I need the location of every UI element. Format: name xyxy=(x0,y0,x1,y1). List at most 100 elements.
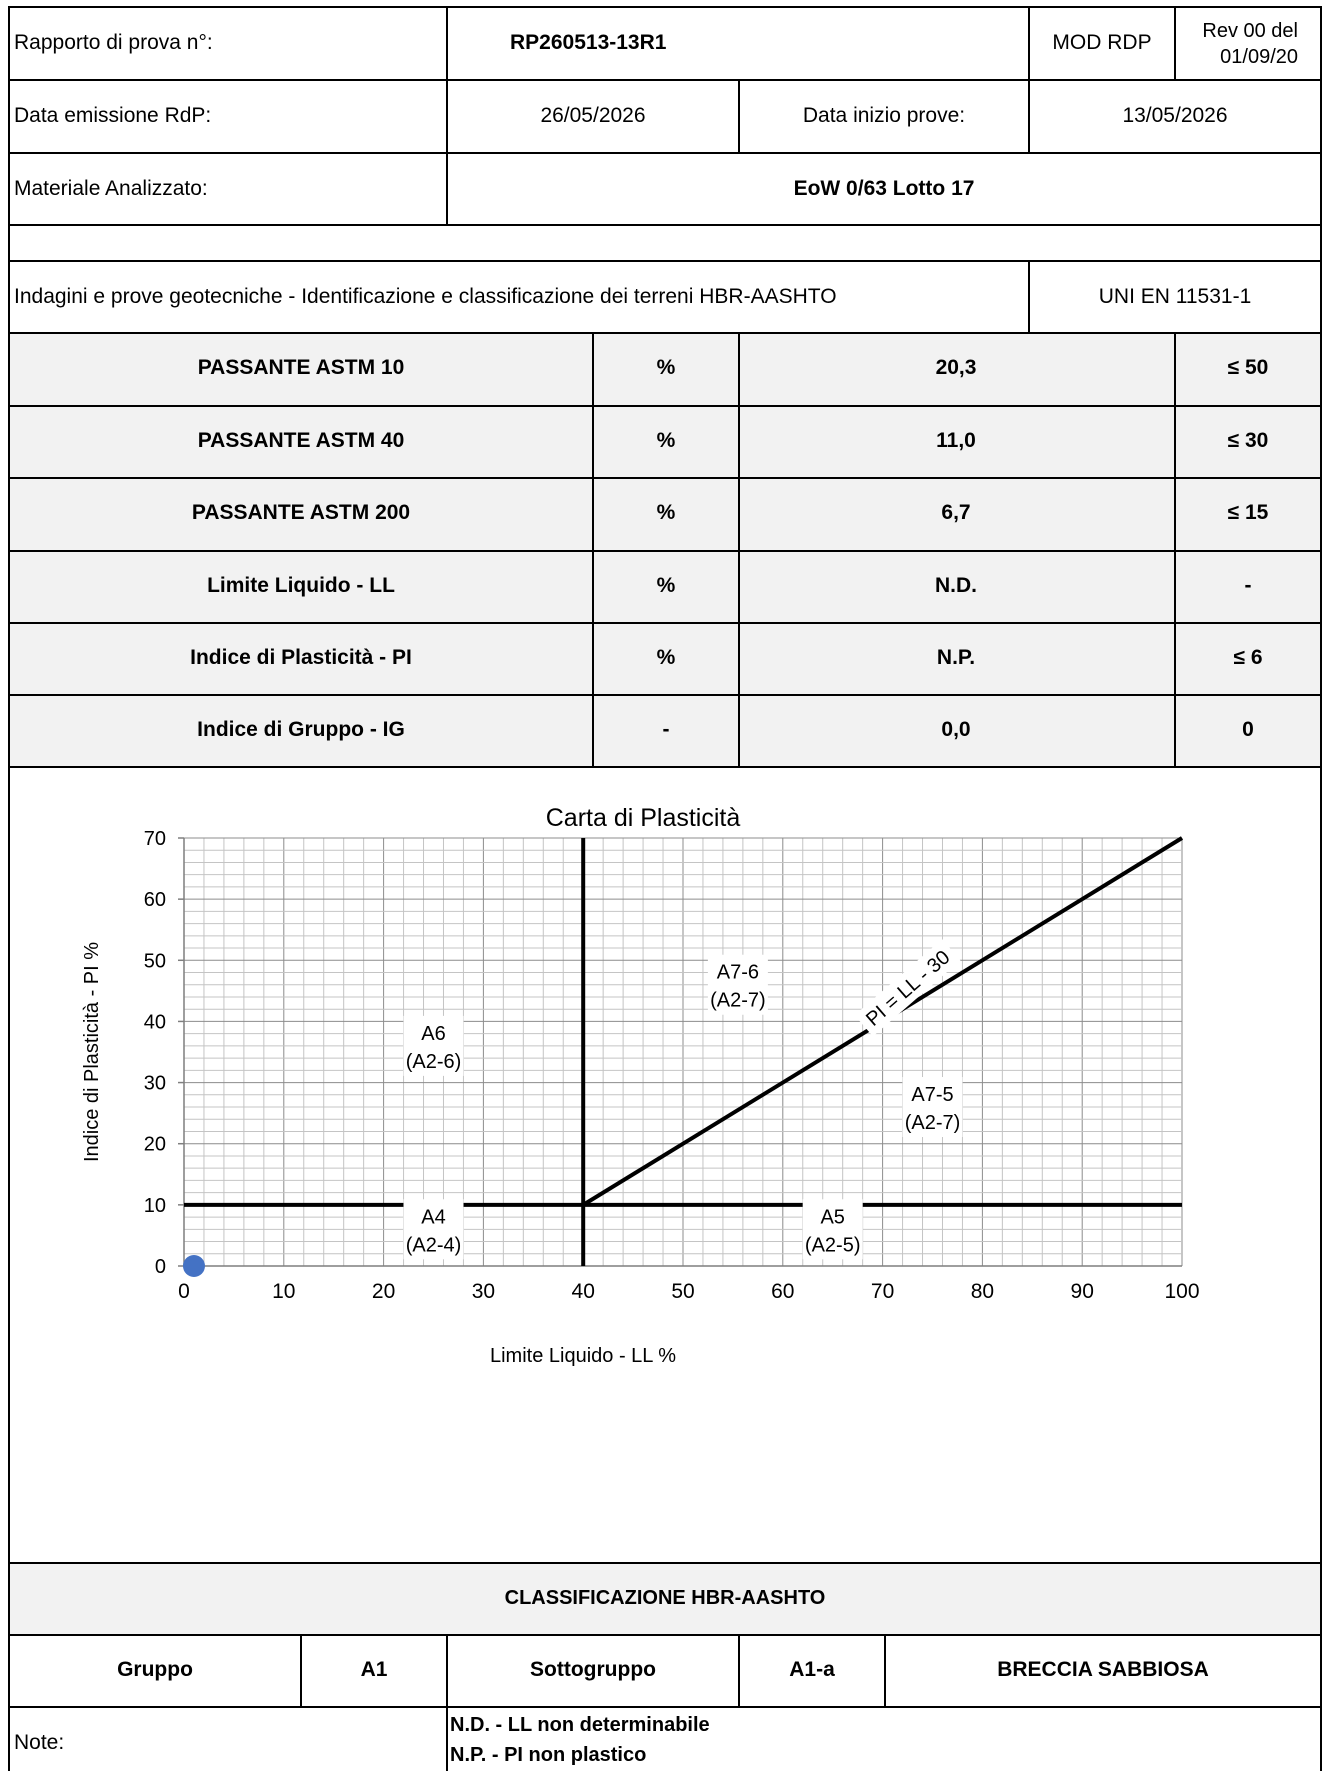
zone-label-bg xyxy=(802,1199,863,1260)
zone-label: A5 xyxy=(820,1206,844,1228)
result-unit: % xyxy=(656,356,676,380)
x-tick-label: 60 xyxy=(771,1280,794,1303)
result-parameter: PASSANTE ASTM 200 xyxy=(191,501,411,525)
table-border xyxy=(8,477,1322,479)
material-name: EoW 0/63 Lotto 17 xyxy=(793,176,975,200)
table-border xyxy=(8,6,10,1771)
note-np: N.P. - PI non plastico xyxy=(450,1744,647,1766)
result-limit: ≤ 30 xyxy=(1227,428,1269,452)
table-border xyxy=(738,79,740,154)
zone-label: A7-5 xyxy=(911,1084,953,1106)
zone-label-sub: (A2-4) xyxy=(406,1234,462,1256)
result-parameter: Indice di Gruppo - IG xyxy=(197,717,405,741)
issue-date: 26/05/2026 xyxy=(540,104,646,128)
material-label: Materiale Analizzato: xyxy=(14,176,208,200)
x-tick-label: 40 xyxy=(572,1280,595,1303)
classification-title: CLASSIFICAZIONE HBR-AASHTO xyxy=(10,1562,1320,1634)
result-value: 11,0 xyxy=(936,428,976,452)
plasticity-chart-svg: 0 10 20 30 40 50 60 70 80 90 100 0 10 20 30 40 50 60 70 Car… xyxy=(81,804,1200,1367)
x-tick-label: 100 xyxy=(1164,1280,1199,1303)
table-border xyxy=(1174,6,1176,81)
revision: Rev 00 del 01/09/20 xyxy=(1176,8,1320,79)
x-tick-label: 20 xyxy=(372,1280,395,1303)
table-border xyxy=(884,1634,886,1708)
start-date: 13/05/2026 xyxy=(1122,104,1228,128)
table-border xyxy=(592,332,594,768)
subgroup-label: Sottogruppo xyxy=(530,1657,656,1681)
table-border xyxy=(8,1706,1322,1708)
table-border xyxy=(300,1634,302,1708)
result-unit: % xyxy=(656,645,676,669)
result-limit: 0 xyxy=(1242,717,1254,741)
standard: UNI EN 11531-1 xyxy=(1098,284,1252,308)
test-description: Indagini e prove geotecniche - Identific… xyxy=(14,284,837,308)
table-border xyxy=(8,79,1322,81)
zone-label: A4 xyxy=(421,1206,445,1228)
zone-label-sub: (A2-7) xyxy=(710,990,766,1012)
table-border xyxy=(8,224,1322,226)
report-number: RP260513-13R1 xyxy=(510,31,667,55)
soil-description: BRECCIA SABBIOSA xyxy=(997,1657,1209,1681)
zone-label-bg xyxy=(403,1015,464,1076)
y-tick-label: 30 xyxy=(144,1073,166,1095)
x-tick-label: 0 xyxy=(178,1280,190,1303)
results-table xyxy=(10,332,1320,766)
table-border xyxy=(738,332,740,768)
result-unit: % xyxy=(656,428,676,452)
result-limit: ≤ 50 xyxy=(1227,356,1269,380)
table-border xyxy=(8,332,1322,334)
result-limit: ≤ 15 xyxy=(1227,501,1269,525)
table-border xyxy=(1028,79,1030,154)
start-date-label: Data inizio prove: xyxy=(802,104,966,128)
table-border xyxy=(8,550,1322,552)
result-value: 6,7 xyxy=(941,501,971,525)
x-tick-label: 10 xyxy=(272,1280,295,1303)
table-border xyxy=(8,1562,1322,1564)
notes-text: N.D. - LL non determinabile N.P. - PI no… xyxy=(450,1710,1310,1770)
result-value: 0,0 xyxy=(941,717,971,741)
zone-label-sub: (A2-7) xyxy=(905,1112,961,1134)
result-unit: % xyxy=(656,573,676,597)
table-border xyxy=(446,1634,448,1708)
revision-line1: Rev 00 del xyxy=(1202,19,1298,42)
zone-label-bg xyxy=(902,1077,963,1138)
issue-date-label: Data emissione RdP: xyxy=(14,104,212,128)
x-tick-label: 50 xyxy=(671,1280,694,1303)
table-border xyxy=(8,1634,1322,1636)
result-limit: - xyxy=(1244,573,1252,597)
table-border xyxy=(8,766,1322,768)
table-border xyxy=(1028,6,1030,81)
x-axis-label: Limite Liquido - LL % xyxy=(490,1345,676,1367)
data-point xyxy=(182,1255,205,1277)
result-value: 20,3 xyxy=(935,356,977,380)
group-label: Gruppo xyxy=(117,1657,193,1681)
revision-line2: 01/09/20 xyxy=(1220,45,1298,68)
y-tick-label: 0 xyxy=(155,1256,166,1278)
y-tick-label: 20 xyxy=(144,1134,166,1156)
table-border xyxy=(1028,260,1030,334)
result-parameter: PASSANTE ASTM 10 xyxy=(197,356,405,380)
y-tick-label: 10 xyxy=(144,1195,166,1217)
y-axis-label: Indice di Plasticità - PI % xyxy=(81,942,103,1162)
table-border xyxy=(1320,6,1322,1771)
zone-label-bg xyxy=(403,1199,464,1260)
x-tick-label: 80 xyxy=(971,1280,994,1303)
table-border xyxy=(8,694,1322,696)
table-border xyxy=(8,260,1322,262)
zone-label-bg xyxy=(707,954,768,1015)
notes-label: Note: xyxy=(14,1731,65,1755)
result-parameter: PASSANTE ASTM 40 xyxy=(197,428,405,452)
result-unit: - xyxy=(662,717,670,741)
result-value: N.D. xyxy=(935,573,977,597)
x-tick-label: 70 xyxy=(871,1280,894,1303)
result-value: N.P. xyxy=(936,645,976,669)
table-border xyxy=(446,6,448,81)
result-unit: % xyxy=(656,501,676,525)
x-tick-label: 30 xyxy=(472,1280,495,1303)
zone-label: A6 xyxy=(421,1023,445,1045)
table-border xyxy=(738,1634,740,1708)
plasticity-chart: 0 10 20 30 40 50 60 70 80 90 100 0 10 20 30 40 50 60 70 Car… xyxy=(10,768,1320,1562)
note-nd: N.D. - LL non determinabile xyxy=(450,1714,710,1736)
zone-label-sub: (A2-5) xyxy=(805,1234,861,1256)
table-border xyxy=(1174,332,1176,768)
